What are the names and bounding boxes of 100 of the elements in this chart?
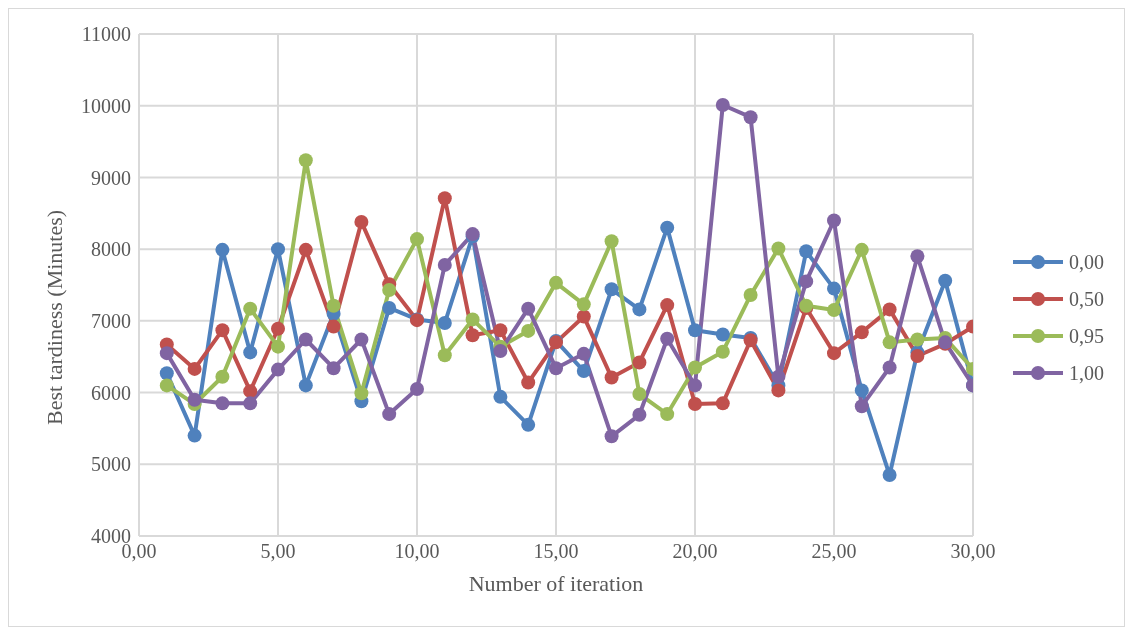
point [715, 344, 730, 359]
point [576, 346, 591, 361]
point [910, 349, 925, 363]
point [604, 370, 619, 385]
point [215, 396, 230, 411]
point [743, 110, 758, 125]
point [715, 98, 730, 112]
point [382, 300, 397, 315]
x-tick-label: 10,00 [394, 540, 440, 563]
point [187, 361, 202, 376]
point [604, 234, 619, 249]
point [382, 407, 397, 422]
point [771, 383, 786, 398]
point [715, 327, 730, 342]
point [493, 323, 508, 338]
point [243, 301, 258, 316]
point [215, 369, 230, 384]
point [243, 345, 258, 360]
x-tick-label: 20,00 [672, 540, 718, 563]
point [243, 396, 258, 411]
point [271, 362, 285, 377]
point [576, 364, 591, 379]
point [827, 213, 841, 228]
point [187, 392, 202, 407]
y-tick-label: 9000 [91, 166, 131, 189]
point [382, 283, 397, 298]
point [660, 331, 675, 346]
x-axis-title: Number of iteration [468, 571, 644, 596]
point [465, 312, 480, 327]
x-tick-label: 5,00 [260, 540, 296, 563]
point [465, 328, 480, 343]
point [882, 335, 897, 350]
y-tick-label: 5000 [91, 453, 131, 476]
point [771, 369, 786, 384]
point [632, 407, 647, 422]
point [521, 417, 536, 432]
point [854, 242, 869, 257]
point [604, 282, 619, 297]
point [271, 321, 285, 336]
point [521, 323, 536, 338]
point [354, 214, 369, 229]
point [632, 302, 647, 317]
point [632, 387, 647, 402]
point [354, 386, 369, 401]
point [521, 301, 536, 316]
point [521, 375, 536, 390]
point [882, 360, 897, 375]
point [910, 332, 925, 347]
point [854, 325, 869, 340]
point [437, 191, 452, 206]
point [326, 298, 341, 313]
point [910, 249, 925, 264]
point [159, 346, 174, 361]
point [159, 378, 174, 393]
y-tick-label: 11000 [81, 23, 131, 46]
y-axis-title: Best tardiness (Minutes) [41, 209, 67, 425]
x-tick-label: 30,00 [950, 540, 996, 563]
point [437, 348, 452, 363]
point [549, 361, 563, 376]
point [493, 389, 508, 404]
point [215, 323, 230, 338]
point [271, 339, 285, 354]
point [882, 302, 897, 317]
point [298, 332, 313, 347]
point [688, 323, 702, 338]
point [632, 355, 647, 370]
x-tick-label: 25,00 [811, 540, 857, 563]
point [827, 303, 841, 318]
point [576, 297, 591, 312]
point [688, 397, 702, 412]
point [271, 242, 285, 257]
y-tick-label: 8000 [91, 238, 131, 261]
point [688, 378, 702, 393]
point [799, 244, 814, 259]
point [354, 332, 369, 347]
point [604, 429, 619, 444]
point [159, 366, 174, 381]
point [493, 343, 508, 358]
point [215, 242, 230, 257]
x-tick-label: 15,00 [533, 540, 579, 563]
point [549, 275, 563, 290]
point [243, 384, 258, 399]
point [938, 273, 953, 288]
y-tick-label: 6000 [91, 381, 131, 404]
point [187, 428, 202, 443]
point [827, 281, 841, 296]
point [437, 257, 452, 272]
point [882, 468, 897, 483]
legend-label: 0,50 [1069, 287, 1104, 311]
point [660, 298, 675, 313]
point [660, 220, 675, 235]
point [410, 232, 424, 247]
point [576, 309, 591, 324]
point [854, 383, 869, 398]
point [298, 378, 313, 393]
point [715, 396, 730, 411]
point [298, 242, 313, 257]
point [771, 241, 786, 256]
point [688, 360, 702, 375]
point [743, 288, 758, 303]
